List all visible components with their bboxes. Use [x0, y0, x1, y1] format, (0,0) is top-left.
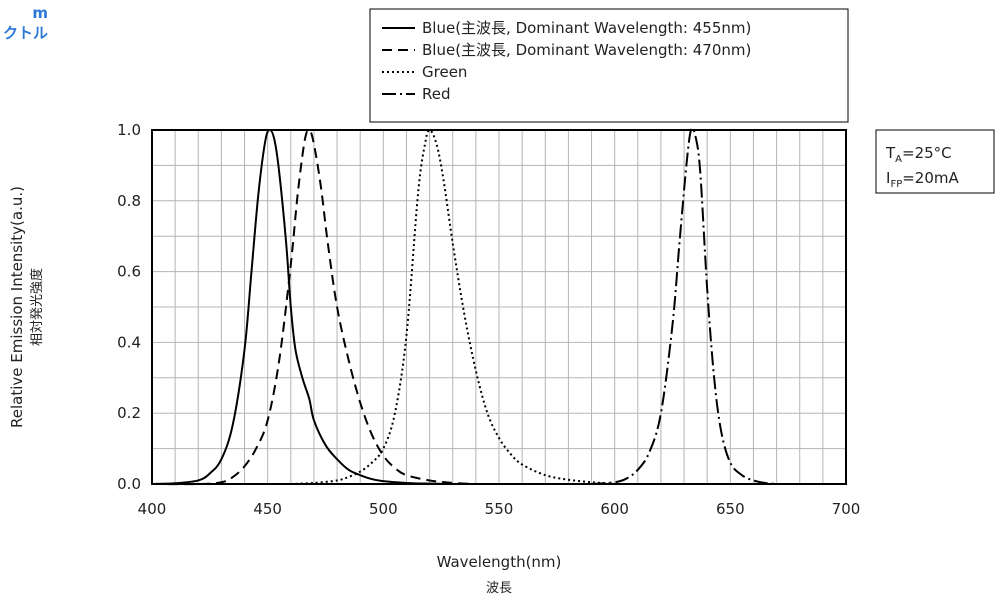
conditions-box: TA=25°C IFP=20mA: [875, 129, 995, 194]
y-tick-label: 1.0: [117, 121, 141, 139]
y-axis-label-jp: 相対発光強度: [29, 268, 45, 346]
series-line-solid: [151, 128, 453, 485]
x-tick-label: 400: [138, 500, 167, 518]
x-tick-label: 450: [253, 500, 282, 518]
series-line-dashdot: [591, 127, 777, 485]
y-tick-label: 0.8: [117, 192, 141, 210]
legend-label: Blue(主波長, Dominant Wavelength: 455nm): [422, 19, 751, 37]
grid: [152, 130, 846, 484]
x-axis-label: Wavelength(nm): [437, 553, 562, 571]
ta-value: =25°C: [902, 144, 952, 162]
plot-area-frame: [151, 129, 847, 485]
y-tick-label: 0.4: [117, 333, 141, 351]
y-tick-label: 0.6: [117, 263, 141, 281]
condition-temperature: TA=25°C: [885, 144, 952, 165]
x-tick-label: 500: [369, 500, 398, 518]
legend-label: Green: [422, 63, 467, 81]
legend: Blue(主波長, Dominant Wavelength: 455nm) Blu…: [369, 8, 849, 123]
corner-title-line-1: m: [32, 4, 48, 22]
ifp-symbol: I: [886, 169, 890, 187]
ta-subscript: A: [895, 154, 902, 165]
condition-forward-current: IFP=20mA: [886, 169, 960, 190]
tick-labels: 400 450 500 550 600 650 700 0.0 0.2 0.4 0.6 0.8 1.0: [117, 121, 860, 518]
legend-box: [369, 8, 849, 123]
ta-symbol: T: [885, 144, 896, 162]
legend-label: Blue(主波長, Dominant Wavelength: 470nm): [422, 41, 751, 59]
y-axis-label: Relative Emission Intensity(a.u.): [8, 186, 26, 428]
conditions-frame: [875, 129, 995, 194]
x-tick-label: 700: [832, 500, 861, 518]
legend-label: Red: [422, 85, 451, 103]
series-layer: [151, 127, 777, 486]
x-tick-label: 550: [485, 500, 514, 518]
series-line-dotted: [290, 128, 615, 485]
corner-title-line-2: クトル: [2, 24, 48, 42]
y-tick-label: 0.0: [117, 475, 141, 493]
x-axis-label-jp: 波長: [486, 581, 512, 596]
series-line-dashed: [151, 128, 476, 486]
x-tick-label: 650: [716, 500, 745, 518]
y-tick-label: 0.2: [117, 404, 141, 422]
corner-title-fragment: m クトル: [0, 0, 60, 60]
x-tick-label: 600: [600, 500, 629, 518]
ifp-value: =20mA: [902, 169, 959, 187]
ifp-subscript: FP: [890, 179, 902, 190]
